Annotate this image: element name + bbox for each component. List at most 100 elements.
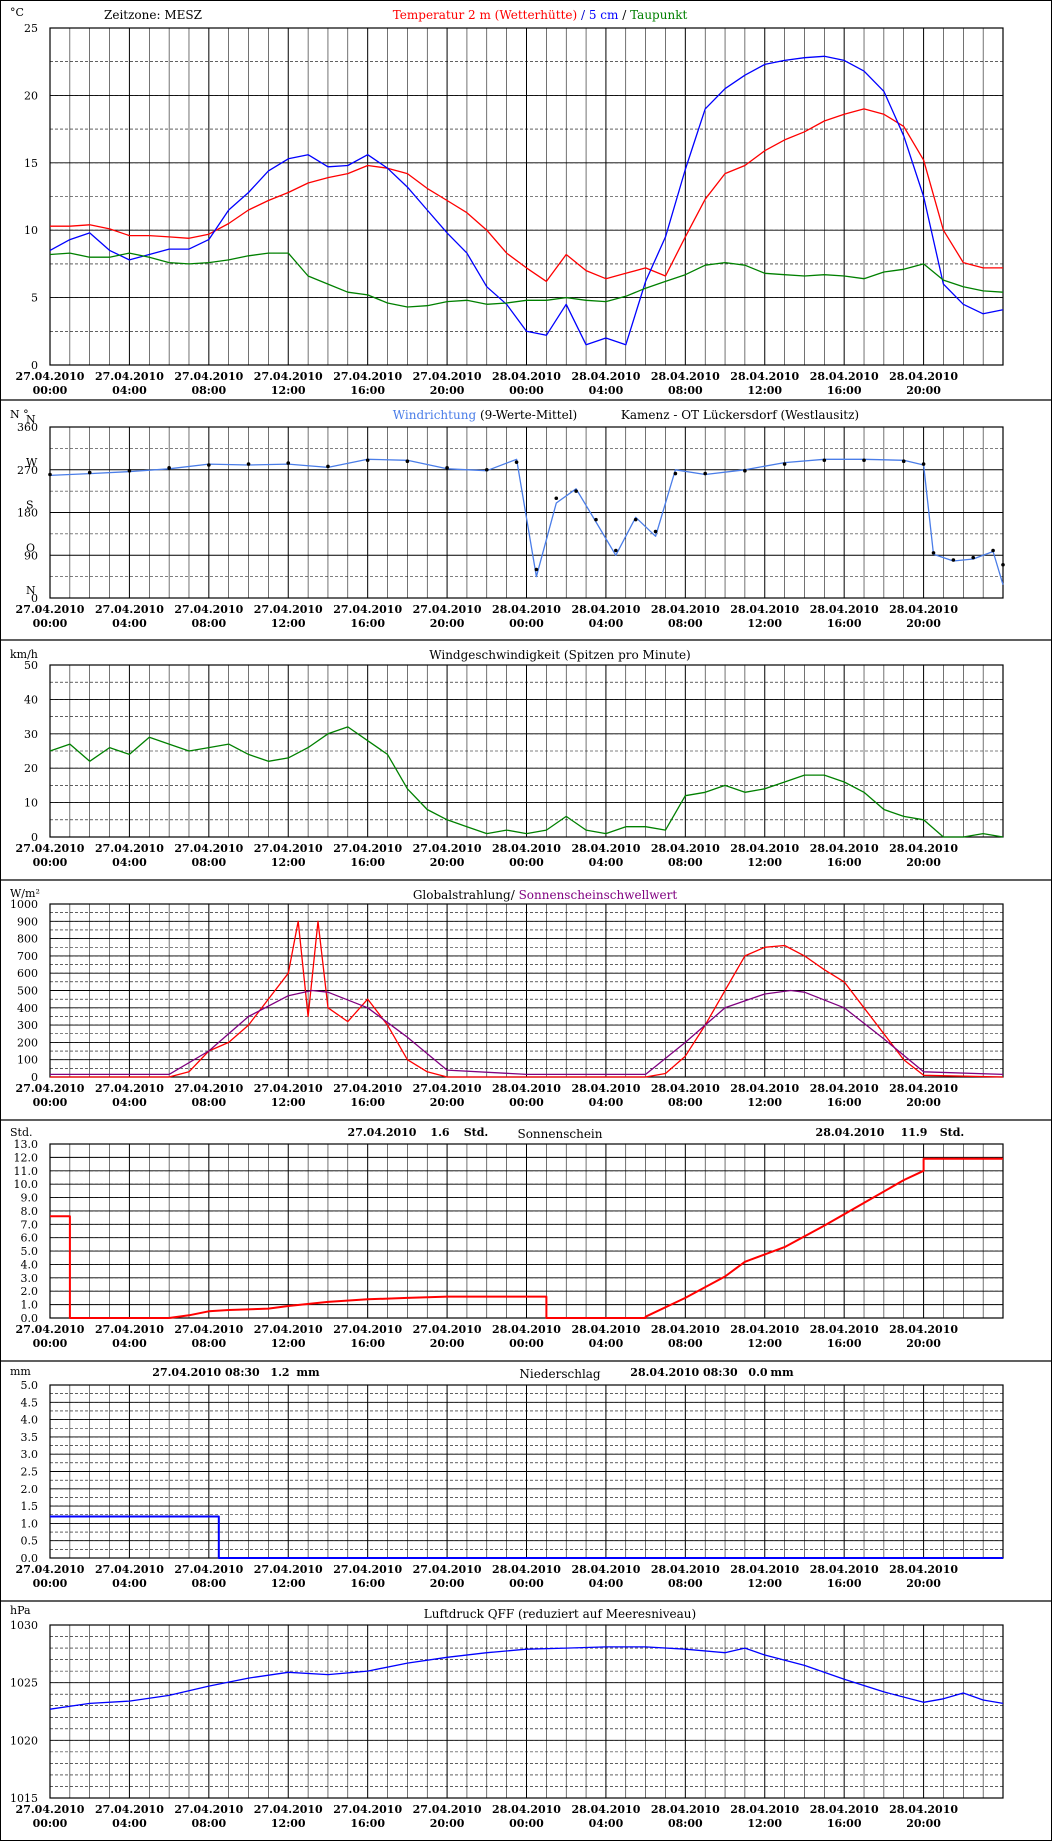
x-tick-time: 16:00 — [827, 856, 862, 869]
x-tick-date: 27.04.2010 — [95, 1323, 164, 1336]
x-tick-date: 27.04.2010 — [95, 1803, 164, 1816]
data-point — [931, 551, 936, 555]
x-tick-time: 20:00 — [906, 384, 941, 397]
wind-speed-title: Windgeschwindigkeit (Spitzen pro Minute) — [429, 648, 691, 662]
y-tick-label: 2.0 — [21, 1483, 39, 1496]
x-tick-date: 27.04.2010 — [16, 842, 85, 855]
x-tick-date: 27.04.2010 — [95, 842, 164, 855]
y-tick-label: 200 — [17, 1036, 38, 1049]
x-tick-time: 12:00 — [747, 1577, 782, 1590]
y-tick-label: 1000 — [10, 898, 38, 911]
y-tick-label: 0 — [31, 831, 38, 844]
x-tick-time: 00:00 — [509, 856, 544, 869]
x-tick-time: 16:00 — [350, 856, 385, 869]
series-line — [49, 55, 1004, 346]
y-tick-label: 2.5 — [21, 1466, 39, 1479]
data-point — [207, 463, 211, 467]
x-tick-time: 04:00 — [112, 1337, 147, 1350]
x-tick-time: 12:00 — [271, 856, 306, 869]
y-tick-label: 20 — [24, 762, 38, 775]
x-tick-date: 27.04.2010 — [254, 603, 323, 616]
data-point — [167, 466, 171, 470]
y-tick-label: 700 — [17, 950, 38, 963]
x-tick-date: 27.04.2010 — [413, 842, 482, 855]
series-9-Werte-Mittel — [48, 458, 1005, 572]
x-tick-time: 20:00 — [430, 1817, 465, 1830]
x-tick-time: 20:00 — [906, 856, 941, 869]
x-tick-date: 27.04.2010 — [16, 603, 85, 616]
title-part: Windrichtung — [393, 408, 477, 422]
timezone-label: Zeitzone: MESZ — [104, 8, 202, 22]
title-part: / — [618, 8, 630, 22]
y-tick-label: 13.0 — [14, 1138, 39, 1151]
y-tick-label: 0 — [31, 359, 38, 372]
series-line — [49, 252, 1004, 308]
x-tick-date: 28.04.2010 — [651, 370, 720, 383]
y-tick-label: 1.5 — [21, 1500, 39, 1513]
x-tick-date: 27.04.2010 — [333, 1323, 402, 1336]
x-tick-date: 28.04.2010 — [651, 1082, 720, 1095]
x-tick-time: 08:00 — [191, 1817, 226, 1830]
y-unit-label: W/m² — [10, 887, 40, 900]
y-tick-label: 12.0 — [14, 1151, 39, 1164]
y-unit-label: °C — [10, 6, 24, 19]
x-tick-time: 16:00 — [350, 1817, 385, 1830]
pressure-panel: 1015102010251030hPa27.04.201000:0027.04.… — [0, 1600, 1052, 1830]
x-tick-date: 27.04.2010 — [413, 1563, 482, 1576]
x-tick-date: 28.04.2010 — [492, 1082, 561, 1095]
x-tick-date: 27.04.2010 — [95, 603, 164, 616]
x-tick-time: 12:00 — [747, 617, 782, 630]
x-tick-time: 00:00 — [33, 1337, 68, 1350]
data-point — [594, 517, 598, 522]
x-tick-time: 16:00 — [827, 617, 862, 630]
x-tick-time: 16:00 — [827, 1337, 862, 1350]
series-line — [50, 1515, 1003, 1559]
x-tick-time: 20:00 — [430, 1577, 465, 1590]
x-tick-date: 28.04.2010 — [651, 1323, 720, 1336]
y-tick-label: 6.0 — [21, 1232, 39, 1245]
data-point — [445, 466, 449, 470]
x-tick-time: 16:00 — [350, 1096, 385, 1109]
y-tick-label: 5 — [31, 292, 38, 305]
x-tick-time: 08:00 — [668, 617, 703, 630]
y-tick-label: 800 — [17, 933, 38, 946]
annotation-date: 27.04.2010 — [348, 1126, 417, 1139]
annotation-value: 0.0 — [748, 1366, 767, 1379]
x-tick-date: 28.04.2010 — [810, 370, 879, 383]
x-tick-date: 27.04.2010 — [333, 603, 402, 616]
x-tick-date: 28.04.2010 — [889, 603, 958, 616]
title-part: Sonnenschein — [517, 1127, 602, 1141]
annotation-date: 27.04.2010 08:30 — [152, 1366, 260, 1379]
x-tick-date: 28.04.2010 — [889, 1323, 958, 1336]
y-unit-label: mm — [10, 1365, 31, 1378]
x-tick-date: 27.04.2010 — [95, 370, 164, 383]
y-tick-label: 1.0 — [21, 1517, 39, 1530]
y-tick-label: 0.0 — [21, 1552, 39, 1565]
x-tick-date: 28.04.2010 — [810, 1803, 879, 1816]
y-tick-label: 30 — [24, 728, 38, 741]
y-tick-label: 2.0 — [21, 1285, 39, 1298]
series-line — [49, 458, 1004, 585]
pressure-title: Luftdruck QFF (reduziert auf Meeresnivea… — [424, 1607, 696, 1621]
annotation-unit: Std. — [940, 1126, 965, 1139]
title-part: / — [577, 8, 589, 22]
x-tick-time: 00:00 — [509, 1817, 544, 1830]
annotation-value: 1.6 — [430, 1126, 449, 1139]
x-tick-time: 04:00 — [589, 1577, 624, 1590]
x-tick-date: 27.04.2010 — [413, 1803, 482, 1816]
data-point — [782, 462, 787, 466]
y-tick-label: 400 — [17, 1002, 38, 1015]
x-tick-date: 27.04.2010 — [333, 1563, 402, 1576]
y-tick-label: 40 — [24, 693, 38, 706]
data-point — [901, 459, 906, 464]
temperature-title: Temperatur 2 m (Wetterhütte) / 5 cm / Ta… — [393, 8, 688, 22]
x-tick-date: 28.04.2010 — [889, 1082, 958, 1095]
x-tick-time: 08:00 — [191, 1096, 226, 1109]
temperature-panel: 0510152025°C27.04.201000:0027.04.201004:… — [10, 6, 1004, 397]
data-point — [743, 468, 747, 473]
sunshine-panel: 0.01.02.03.04.05.06.07.08.09.010.011.012… — [0, 1119, 1052, 1350]
x-tick-time: 20:00 — [906, 617, 941, 630]
x-tick-date: 28.04.2010 — [730, 1082, 799, 1095]
y-tick-label: 4.0 — [21, 1258, 39, 1271]
x-tick-date: 27.04.2010 — [174, 1563, 243, 1576]
